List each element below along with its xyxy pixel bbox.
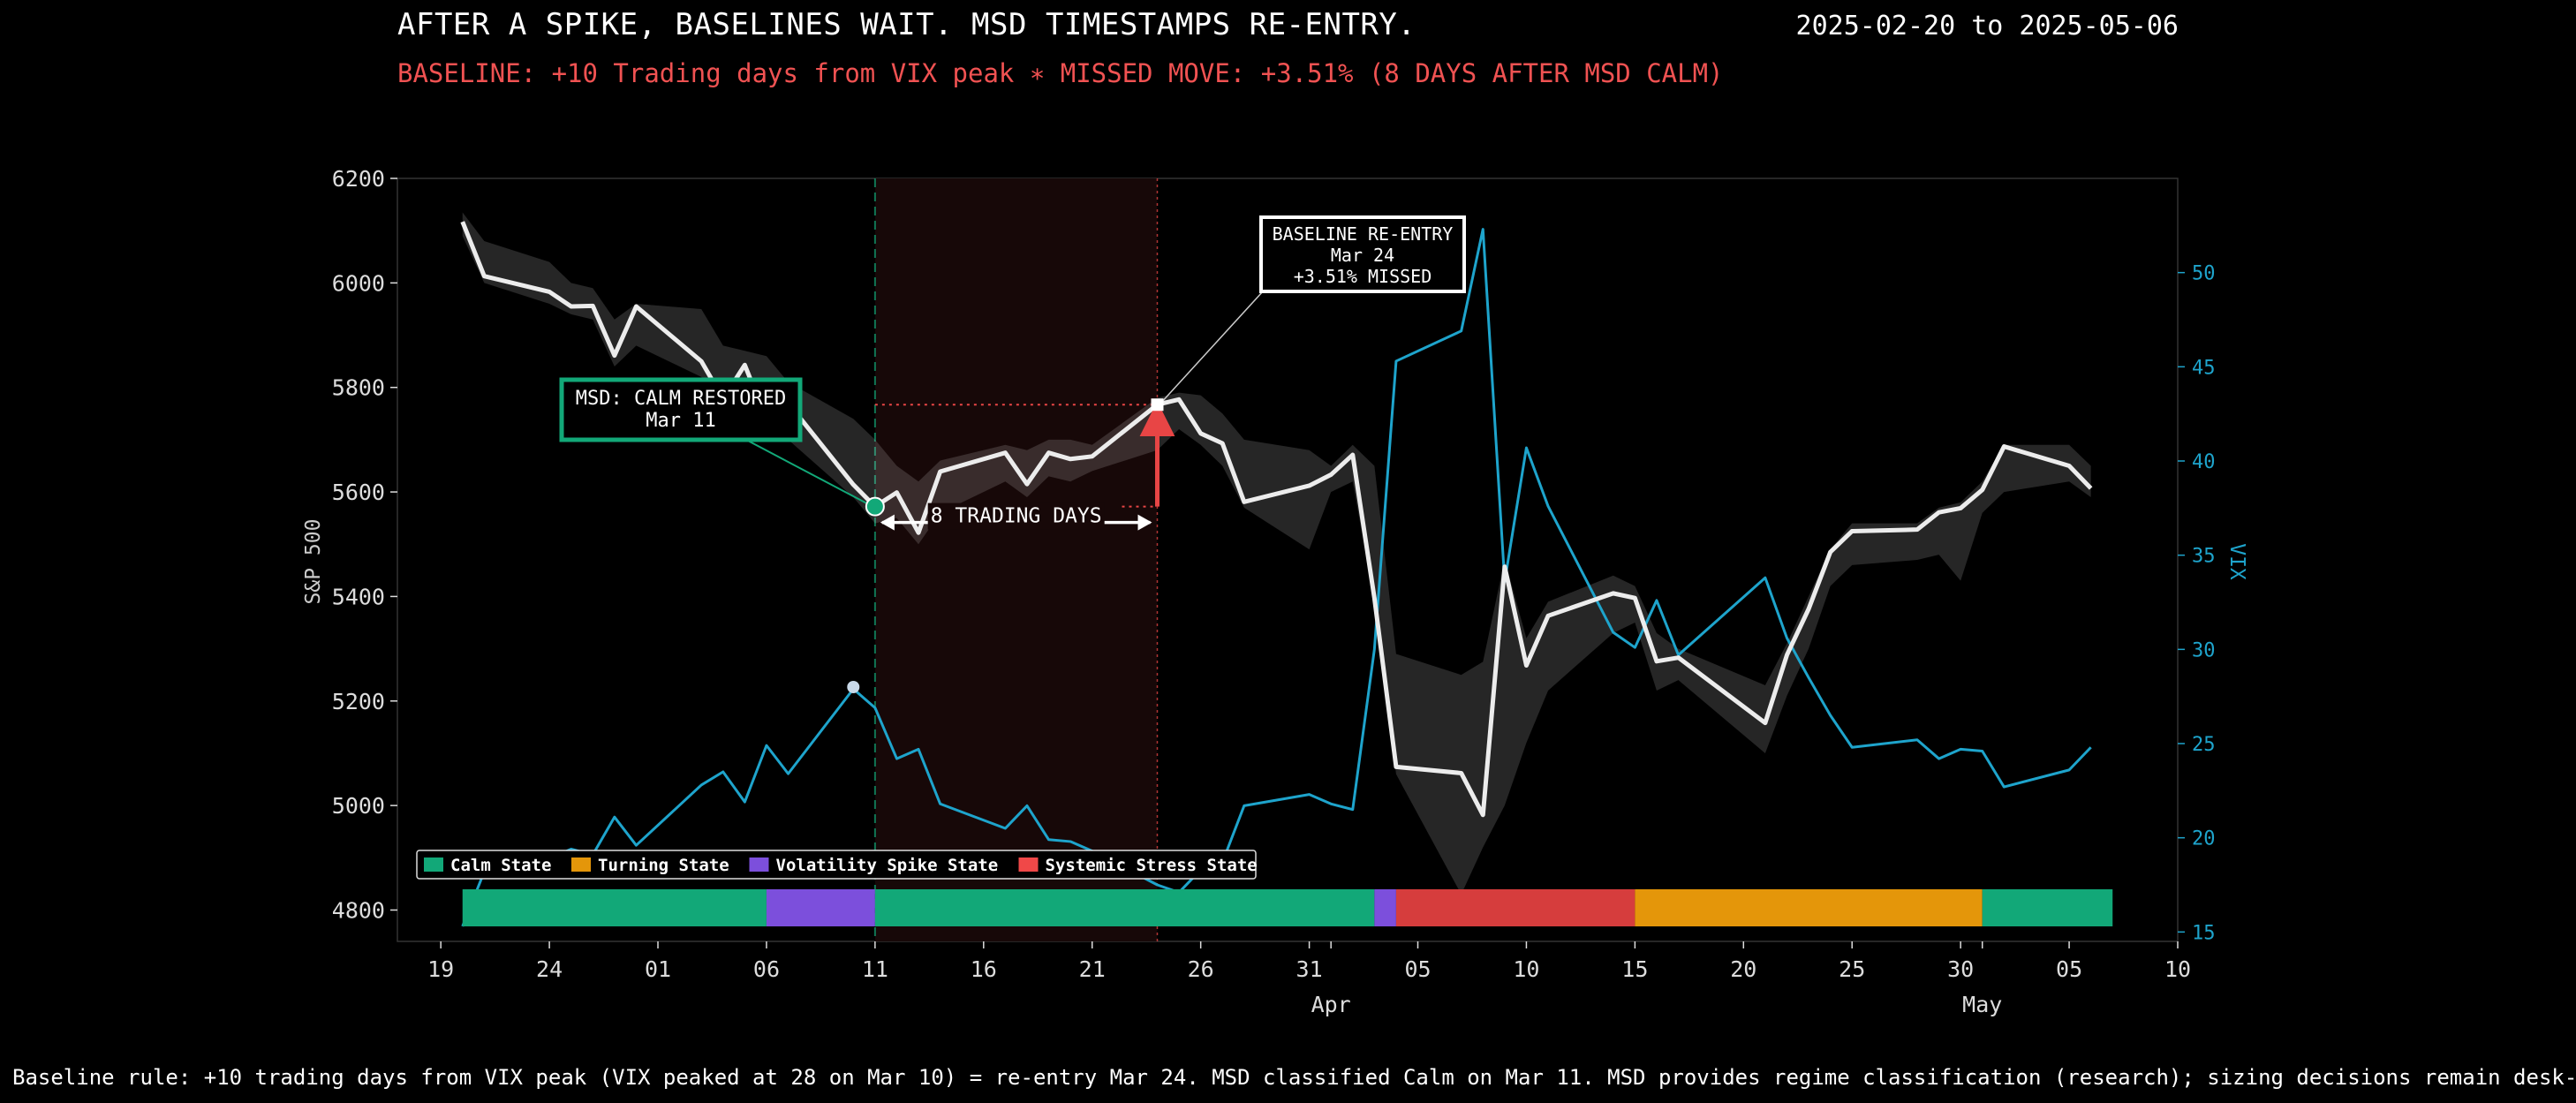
x-tick-label: 15: [1621, 956, 1648, 982]
sp500-line: [460, 221, 2093, 818]
y-tick-label: 5400: [332, 584, 385, 609]
y2-tick-label: 50: [2192, 263, 2216, 285]
x-tick-sublabel: May: [1962, 992, 2002, 1017]
y-tick-label: 5800: [332, 375, 385, 401]
date-range: 2025-02-20 to 2025-05-06: [1795, 11, 2179, 42]
y-axis-label: S&P 500: [302, 519, 325, 605]
footer-note: Baseline rule: +10 trading days from VIX…: [12, 1065, 2576, 1090]
y2-tick-label: 30: [2192, 639, 2216, 661]
regime-segment: [1374, 889, 1396, 926]
y2-tick-label: 15: [2192, 922, 2216, 944]
y2-tick-label: 20: [2192, 828, 2216, 850]
regime-segment: [1982, 889, 2113, 926]
legend-label: Turning State: [598, 856, 729, 875]
x-tick-label: 19: [427, 956, 454, 982]
x-tick-label: 10: [1513, 956, 1539, 982]
gap-label-bg: [927, 502, 1105, 530]
baseline-callout-text: +3.51% MISSED: [1294, 266, 1432, 287]
x-tick-label: 24: [536, 956, 563, 982]
chart-title: AFTER A SPIKE, BASELINES WAIT. MSD TIMES…: [397, 7, 1416, 42]
x-tick-sublabel: Apr: [1311, 992, 1351, 1017]
x-tick-label: 25: [1839, 956, 1865, 982]
y2-tick-label: 45: [2192, 357, 2216, 379]
vix-line: [461, 228, 2092, 927]
baseline-callout-leader: [1161, 291, 1264, 402]
gap-arrow-head-right: [1137, 514, 1152, 531]
legend-label: Volatility Spike State: [776, 856, 999, 875]
x-tick-label: 05: [1404, 956, 1431, 982]
y2-tick-label: 35: [2192, 546, 2216, 568]
x-tick-label: 11: [862, 956, 888, 982]
legend-swatch: [571, 857, 591, 872]
baseline-callout-text: Mar 24: [1331, 245, 1394, 266]
msd-callout-box: [559, 377, 803, 442]
y2-axis-label: VIX: [2225, 543, 2248, 580]
x-tick-label: 26: [1188, 956, 1214, 982]
baseline-reentry-marker: [1151, 398, 1164, 412]
y2-tick-label: 25: [2192, 734, 2216, 756]
y-tick-label: 5600: [332, 480, 385, 505]
gap-arrow-head-left: [880, 514, 895, 531]
x-tick-label: 10: [2164, 956, 2191, 982]
y-tick-label: 4800: [332, 897, 385, 923]
legend-swatch: [424, 857, 443, 872]
y-tick-label: 5000: [332, 793, 385, 819]
msd-callout-leader: [745, 439, 867, 504]
y-tick-label: 5200: [332, 689, 385, 714]
regime-segment: [462, 889, 767, 926]
x-tick-label: 30: [1947, 956, 1974, 982]
regime-segment: [874, 889, 1375, 926]
regime-segment: [766, 889, 875, 926]
msd-calm-marker: [865, 496, 885, 517]
y-tick-label: 6000: [332, 270, 385, 296]
regime-segment: [1395, 889, 1635, 926]
vix-peak-marker: [847, 681, 860, 693]
baseline-callout-text: BASELINE RE-ENTRY: [1273, 223, 1454, 245]
waiting-window-shade: [874, 178, 1158, 941]
x-tick-label: 21: [1079, 956, 1106, 982]
msd-callout-text: MSD: CALM RESTORED: [576, 388, 786, 410]
x-tick-label: 06: [753, 956, 780, 982]
y-tick-label: 6200: [332, 166, 385, 192]
y2-tick-label: 40: [2192, 451, 2216, 473]
regime-segment: [1635, 889, 1983, 926]
legend-swatch: [1018, 857, 1039, 872]
gap-label: 8 TRADING DAYS: [931, 505, 1102, 528]
chart-subtitle: BASELINE: +10 Trading days from VIX peak…: [397, 58, 1724, 88]
baseline-callout-box: [1259, 215, 1466, 293]
x-tick-label: 31: [1296, 956, 1323, 982]
msd-callout-text: Mar 11: [646, 410, 715, 432]
x-tick-label: 05: [2056, 956, 2082, 982]
x-tick-label: 20: [1730, 956, 1756, 982]
legend-label: Systemic Stress State: [1046, 856, 1258, 875]
x-tick-label: 01: [645, 956, 671, 982]
legend-box: [416, 850, 1257, 880]
legend-swatch: [749, 857, 769, 872]
legend-label: Calm State: [450, 856, 551, 875]
x-tick-label: 16: [971, 956, 997, 982]
plot-area: [397, 178, 2179, 942]
